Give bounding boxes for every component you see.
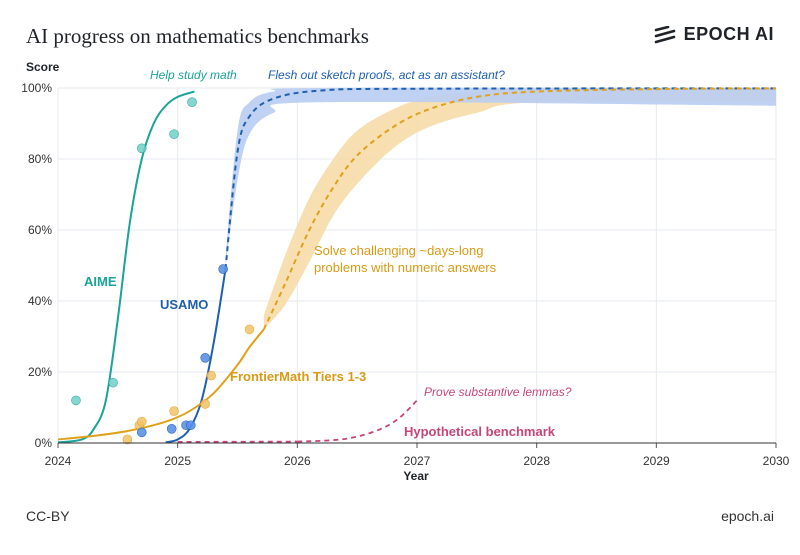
frontiermath-point-5 — [206, 370, 216, 381]
frontiermath-point-4 — [200, 399, 210, 409]
usamo-fit-line — [165, 268, 227, 444]
aime-fit-line — [57, 90, 195, 444]
frontiermath-point-6 — [244, 324, 255, 335]
x-tick-label-2029: 2029 — [643, 454, 670, 468]
aime-point-0 — [71, 395, 81, 406]
annotation-flesh-out: Flesh out sketch proofs, act as an assis… — [268, 68, 505, 82]
usamo-point-0 — [136, 427, 147, 438]
annotation-solve-line1: Solve challenging ~days-long — [314, 243, 483, 258]
x-axis-title: Year — [403, 469, 429, 483]
x-tick-label-2025: 2025 — [164, 454, 191, 468]
y-tick-label-1: 20% — [28, 365, 52, 379]
series-lines — [57, 87, 777, 444]
y-axis-title: Score — [26, 60, 60, 74]
usamo-projection-line — [224, 87, 777, 270]
aime-point-2 — [136, 143, 147, 154]
data-points — [71, 97, 255, 445]
label-frontiermath: FrontierMath Tiers 1-3 — [230, 369, 366, 384]
axis-ticks: 2024 2025 2026 2027 2028 2029 2030 0% 20% 40% 60% 8… — [21, 81, 789, 468]
usamo-point-4 — [200, 352, 210, 363]
label-aime: AIME — [84, 274, 117, 289]
frontiermath-fit-line — [57, 328, 265, 441]
y-tick-label-3: 60% — [28, 223, 52, 237]
chart-title: AI progress on mathematics benchmarks — [26, 24, 369, 48]
usamo-point-5 — [218, 264, 228, 274]
x-tick-label-2030: 2030 — [763, 454, 790, 468]
frontiermath-point-2 — [136, 416, 147, 427]
x-tick-label-2027: 2027 — [404, 454, 431, 468]
aime-point-1 — [108, 377, 118, 388]
frontiermath-projection-line — [262, 87, 777, 330]
aime-point-4 — [187, 97, 197, 107]
frontiermath-point-0 — [122, 434, 133, 445]
site-link[interactable]: epoch.ai — [721, 508, 774, 524]
annotation-help-study: Help study math — [150, 68, 237, 82]
label-hypothetical: Hypothetical benchmark — [404, 424, 556, 439]
epoch-logo-icon — [654, 25, 675, 43]
aime-point-3 — [169, 129, 179, 139]
y-tick-label-0: 0% — [35, 436, 53, 450]
brand-logo[interactable]: EPOCH AI — [654, 24, 774, 45]
uncertainty-bands — [225, 87, 777, 330]
x-tick-label-2028: 2028 — [523, 454, 550, 468]
license-label: CC-BY — [26, 508, 70, 524]
hypothetical-projection-line — [297, 399, 418, 443]
annotation-solve-line2: problems with numeric answers — [314, 260, 497, 275]
y-tick-label-4: 80% — [28, 152, 52, 166]
y-tick-label-2: 40% — [28, 294, 52, 308]
frontiermath-point-3 — [169, 406, 179, 416]
annotation-prove: Prove substantive lemmas? — [424, 385, 572, 399]
label-usamo: USAMO — [160, 297, 208, 312]
y-tick-label-5: 100% — [21, 81, 52, 95]
x-tick-label-2026: 2026 — [284, 454, 311, 468]
usamo-point-3 — [186, 420, 196, 431]
brand-name: EPOCH AI — [683, 24, 774, 44]
x-tick-label-2024: 2024 — [45, 454, 72, 468]
usamo-point-1 — [166, 423, 177, 434]
frontiermath-uncertainty-band — [263, 87, 776, 330]
